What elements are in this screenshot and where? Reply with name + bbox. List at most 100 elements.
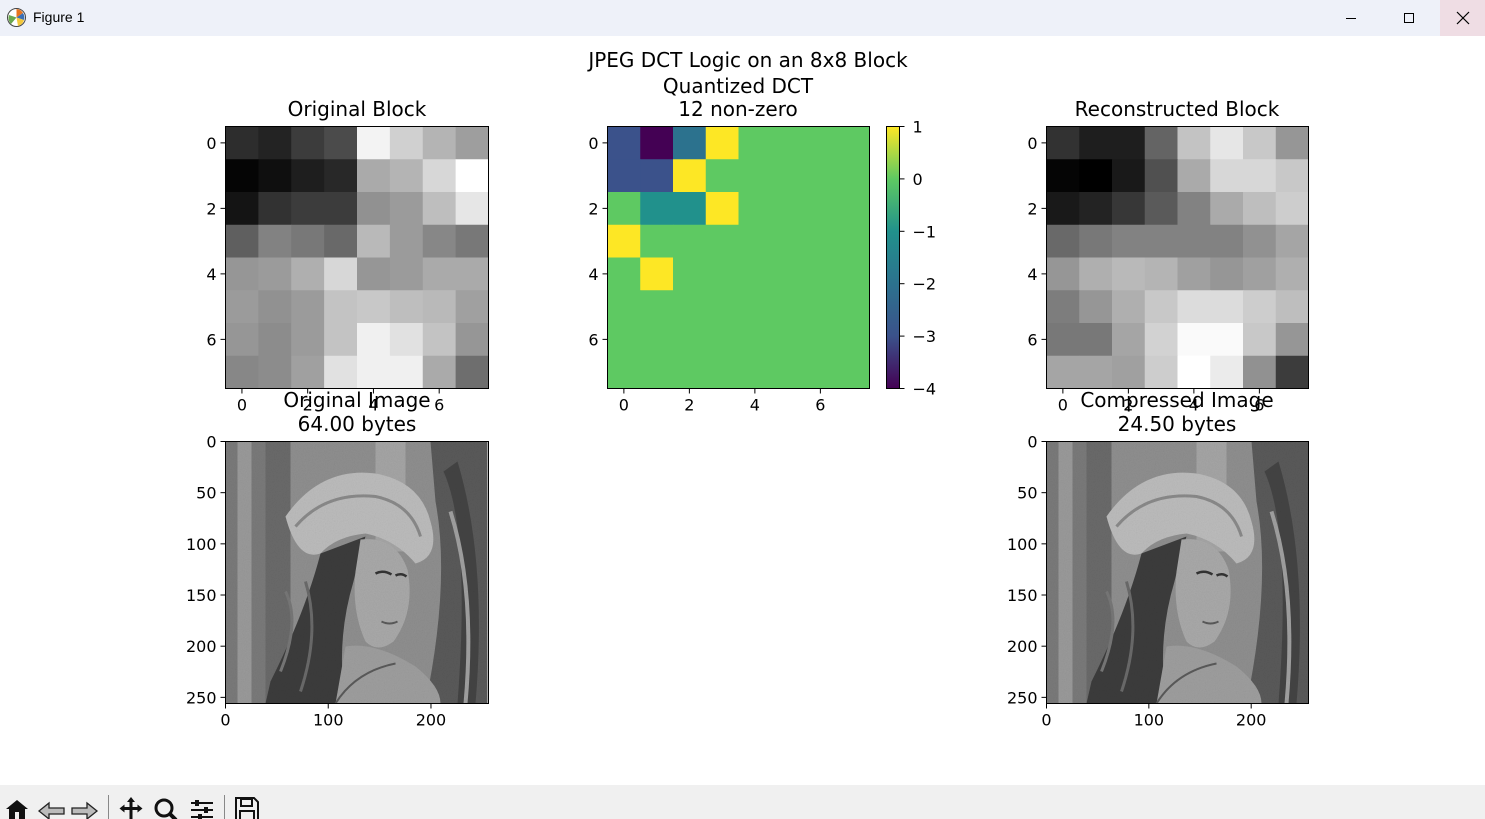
original-image-picture [223, 439, 490, 706]
reconstructed-block-cell [1210, 355, 1244, 389]
original-block-cell [357, 224, 391, 258]
compressed-image-title-line2: 24.50 bytes [1118, 412, 1237, 436]
window-title: Figure 1 [33, 9, 85, 25]
reconstructed-block-cell [1210, 224, 1244, 258]
quantized-dct-cell [673, 224, 707, 258]
original-block-cell [455, 355, 489, 389]
reconstructed-block-cell [1144, 159, 1178, 193]
quantized-dct-cell [607, 257, 641, 291]
reconstructed-block-cell [1177, 323, 1211, 357]
reconstructed-block-cell [1112, 224, 1146, 258]
reconstructed-block-cell [1275, 323, 1309, 357]
zoom-button[interactable] [151, 795, 181, 819]
home-button[interactable] [2, 795, 32, 819]
reconstructed-block-cell [1079, 224, 1113, 258]
original-block-cell [389, 355, 424, 389]
reconstructed-block-cell [1079, 355, 1113, 389]
reconstructed-block-title: Reconstructed Block [1075, 97, 1280, 121]
original-block-title: Original Block [288, 97, 427, 121]
y-tick-label: 50 [1017, 484, 1037, 503]
original-block-cell [422, 257, 457, 291]
reconstructed-block-cell [1046, 355, 1080, 389]
reconstructed-block-cell [1079, 159, 1113, 193]
close-button[interactable] [1440, 0, 1485, 36]
quantized-dct-cell [836, 224, 870, 258]
original-block-cell [422, 355, 457, 389]
reconstructed-block-cell [1112, 126, 1146, 160]
original-block-cell [258, 290, 292, 324]
x-tick-label: 2 [684, 396, 694, 415]
y-tick-label: 2 [1027, 199, 1037, 218]
original-block-cell [455, 290, 489, 324]
compressed-image-axes[interactable]: Compressed Image 24.50 bytes 0 100 200 0 50 1… [1007, 388, 1311, 730]
original-block-cell [357, 126, 391, 160]
reconstructed-block-cell [1275, 159, 1309, 193]
quantized-dct-cell [771, 126, 805, 160]
reconstructed-block-cell [1210, 290, 1244, 324]
quantized-dct-cell [738, 355, 772, 389]
zoom-icon [154, 798, 178, 819]
pan-button[interactable] [116, 795, 146, 819]
save-button[interactable] [232, 795, 262, 819]
original-block-cell [389, 257, 424, 291]
figure-canvas[interactable]: JPEG DCT Logic on an 8x8 Block Original … [0, 36, 1485, 785]
quantized-dct-cell [607, 126, 641, 160]
original-block-cell [291, 159, 325, 193]
quantized-dct-cell [705, 159, 739, 193]
x-tick-label: 6 [815, 396, 825, 415]
colorbar-tick-label: −3 [913, 327, 937, 346]
quantized-dct-cell [607, 323, 641, 357]
original-block-cell [357, 290, 391, 324]
original-block-cell [389, 192, 424, 226]
original-block-cell [389, 323, 424, 357]
quantized-dct-cell [607, 355, 641, 389]
quantized-dct-cell [640, 192, 674, 226]
reconstructed-block-cell [1275, 290, 1309, 324]
quantized-dct-cell [771, 192, 805, 226]
y-tick-label: 0 [206, 134, 216, 153]
y-tick-label: 50 [196, 484, 216, 503]
reconstructed-block-cell [1275, 355, 1309, 389]
quantized-dct-cell [673, 192, 707, 226]
quantized-dct-heatmap [607, 126, 870, 389]
reconstructed-block-cell [1046, 159, 1080, 193]
x-tick-label: 2 [1123, 396, 1133, 415]
quantized-dct-cell [640, 126, 674, 160]
quantized-dct-axes[interactable]: Quantized DCT 12 non-zero 0 2 4 6 0 2 4 6 [588, 74, 870, 415]
quantized-dct-cell [738, 323, 772, 357]
back-button[interactable] [37, 795, 67, 819]
reconstructed-block-cell [1112, 257, 1146, 291]
y-tick-label: 4 [1027, 265, 1037, 284]
original-block-cell [422, 323, 457, 357]
reconstructed-block-axes[interactable]: Reconstructed Block 0 2 4 6 0 2 4 6 [1027, 97, 1309, 415]
reconstructed-block-cell [1243, 192, 1277, 226]
quantized-dct-cell [705, 224, 739, 258]
colorbar-tick-label: −1 [913, 222, 937, 241]
x-tick-label: 200 [1236, 711, 1267, 730]
toolbar-separator [108, 795, 109, 819]
original-block-axes[interactable]: Original Block 0 2 4 6 0 2 4 6 [206, 97, 489, 415]
window-titlebar[interactable]: Figure 1 [0, 0, 1485, 36]
minimize-button[interactable] [1328, 0, 1373, 36]
reconstructed-block-cell [1243, 257, 1277, 291]
forward-button[interactable] [69, 795, 99, 819]
quantized-dct-cell [771, 159, 805, 193]
original-block-cell [225, 159, 259, 193]
reconstructed-block-cell [1177, 126, 1211, 160]
quantized-dct-cell [738, 257, 772, 291]
configure-subplots-button[interactable] [187, 795, 217, 819]
original-block-cell [389, 159, 424, 193]
y-tick-label: 2 [588, 199, 598, 218]
pan-icon [119, 797, 143, 819]
quantized-dct-cell [738, 126, 772, 160]
x-tick-label: 6 [1254, 396, 1264, 415]
original-block-cell [455, 192, 489, 226]
y-tick-label: 0 [1027, 433, 1037, 452]
maximize-button[interactable] [1386, 0, 1431, 36]
original-image-axes[interactable]: Original Image 64.00 bytes 0 100 200 0 50 100… [186, 388, 490, 730]
quantized-dct-cell [738, 224, 772, 258]
original-block-cell [422, 290, 457, 324]
reconstructed-block-cell [1177, 192, 1211, 226]
reconstructed-block-cell [1243, 323, 1277, 357]
quantized-dct-cell [771, 290, 805, 324]
